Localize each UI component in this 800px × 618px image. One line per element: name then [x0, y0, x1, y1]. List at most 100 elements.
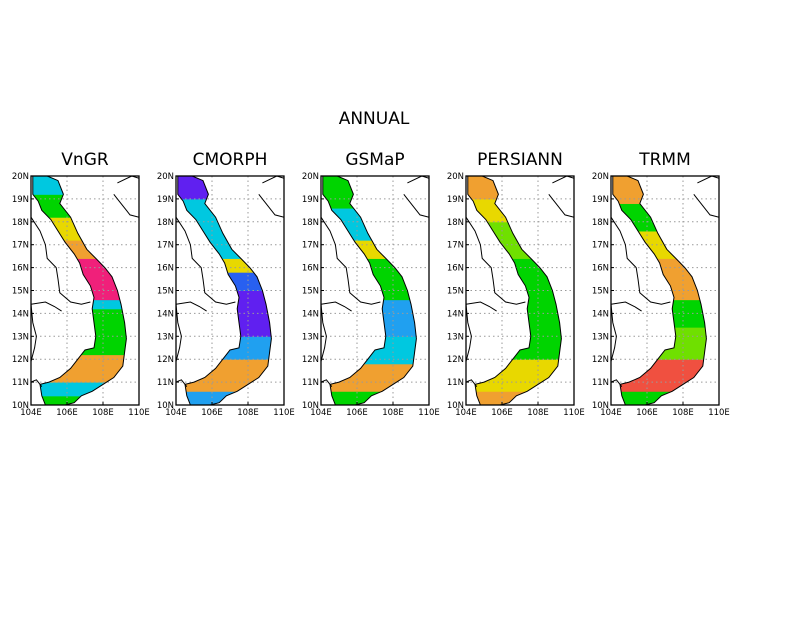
lon-tick-label: 110E [563, 408, 585, 418]
lon-tick-label: 106E [346, 408, 368, 418]
rainfall-band [32, 299, 127, 310]
lat-tick-label: 15N [447, 287, 464, 297]
rainfall-band [177, 176, 272, 200]
rainfall-band [177, 272, 272, 291]
country-border [30, 379, 43, 388]
country-border [30, 304, 37, 362]
rainfall-band [32, 327, 127, 356]
hainan-coastline [693, 175, 720, 218]
lat-tick-label: 20N [12, 172, 29, 182]
lat-tick-label: 17N [12, 241, 29, 251]
rainfall-band [32, 258, 127, 301]
rainfall-band [322, 208, 417, 241]
lon-tick-label: 108E [382, 408, 404, 418]
map-panel-vngr: VnGR 10N 11N 12N 13N 14N 15N 16N 17N 18N 19N 20N 104… [12, 150, 150, 418]
lat-tick-label: 19N [447, 195, 464, 205]
lat-tick-label: 17N [592, 241, 609, 251]
lat-tick-label: 18N [12, 218, 29, 228]
lon-tick-label: 108E [672, 408, 694, 418]
rainfall-band [467, 198, 562, 223]
lat-tick-label: 14N [157, 309, 174, 319]
lon-tick-label: 104E [600, 408, 622, 418]
lon-tick-label: 110E [708, 408, 730, 418]
lat-tick-label: 11N [592, 378, 609, 388]
lat-tick-label: 12N [157, 355, 174, 365]
lon-tick-label: 110E [418, 408, 440, 418]
lat-tick-label: 11N [302, 378, 319, 388]
lat-tick-label: 19N [302, 195, 319, 205]
lon-tick-label: 104E [165, 408, 187, 418]
lat-tick-label: 15N [157, 287, 174, 297]
lat-tick-label: 16N [447, 264, 464, 274]
rainfall-band [177, 258, 272, 273]
country-border [320, 216, 381, 305]
lat-tick-label: 15N [12, 287, 29, 297]
rainfall-band [612, 327, 707, 360]
lat-tick-label: 15N [592, 287, 609, 297]
country-border [610, 379, 623, 388]
rainfall-band [322, 391, 417, 405]
country-border [175, 379, 188, 388]
lon-tick-label: 106E [56, 408, 78, 418]
rainfall-band [467, 258, 562, 305]
lon-tick-label: 106E [491, 408, 513, 418]
rainfall-band [612, 391, 707, 405]
map-panel-gsmap: GSMaP 10N 11N 12N 13N 14N 15N 16N 17N 18N 19N 20N 10… [302, 150, 440, 418]
rainfall-band [32, 176, 127, 195]
map-panel-trmm: TRMM 10N 11N 12N 13N 14N 15N 16N 17N 18N 19N 20N 104… [592, 150, 730, 418]
map-grid [466, 176, 574, 405]
lat-tick-label: 14N [302, 309, 319, 319]
rainfall-band [177, 391, 272, 405]
rainfall-band [322, 176, 417, 209]
map-grid [611, 176, 719, 405]
lat-tick-label: 14N [592, 309, 609, 319]
rainfall-band [322, 258, 417, 301]
rainfall-band [612, 203, 707, 232]
lat-tick-label: 11N [447, 378, 464, 388]
map-panel-persiann: PERSIANN 10N 11N 12N 13N 14N 15N 16N 17N 18N 19N 20… [447, 150, 585, 418]
panel-label: GSMaP [345, 150, 404, 170]
lat-tick-label: 12N [302, 355, 319, 365]
lat-tick-label: 18N [157, 218, 174, 228]
country-border [320, 301, 352, 312]
lat-tick-label: 16N [157, 264, 174, 274]
lat-tick-label: 16N [12, 264, 29, 274]
lon-tick-label: 106E [201, 408, 223, 418]
rainfall-band [467, 176, 562, 200]
country-border [465, 379, 478, 388]
country-border [465, 216, 526, 305]
lat-tick-label: 12N [12, 355, 29, 365]
lat-tick-label: 13N [302, 332, 319, 342]
lat-tick-label: 19N [12, 195, 29, 205]
panel-label: PERSIANN [477, 150, 563, 170]
map-panels: VnGR 10N 11N 12N 13N 14N 15N 16N 17N 18N 19N 20N 104… [12, 150, 730, 418]
panel-label: VnGR [61, 150, 109, 170]
panel-label: CMORPH [193, 150, 268, 170]
lat-tick-label: 12N [447, 355, 464, 365]
hainan-coastline [548, 175, 575, 218]
country-border [320, 304, 327, 362]
lat-tick-label: 20N [447, 172, 464, 182]
lat-tick-label: 13N [447, 332, 464, 342]
lat-tick-label: 16N [302, 264, 319, 274]
lat-tick-label: 19N [157, 195, 174, 205]
lon-tick-label: 108E [237, 408, 259, 418]
lat-tick-label: 20N [302, 172, 319, 182]
map-grid [176, 176, 284, 405]
lat-tick-label: 14N [447, 309, 464, 319]
lat-tick-label: 10N [447, 401, 464, 411]
lat-tick-label: 20N [157, 172, 174, 182]
lat-tick-label: 20N [592, 172, 609, 182]
country-border [610, 216, 671, 305]
lon-tick-label: 110E [128, 408, 150, 418]
lat-tick-label: 16N [592, 264, 609, 274]
country-border [175, 304, 182, 362]
lat-tick-label: 10N [157, 401, 174, 411]
country-border [465, 304, 472, 362]
rainfall-band [322, 299, 417, 337]
lat-tick-label: 13N [157, 332, 174, 342]
country-border [175, 301, 207, 312]
rainfall-band [467, 391, 562, 405]
lon-tick-label: 104E [20, 408, 42, 418]
